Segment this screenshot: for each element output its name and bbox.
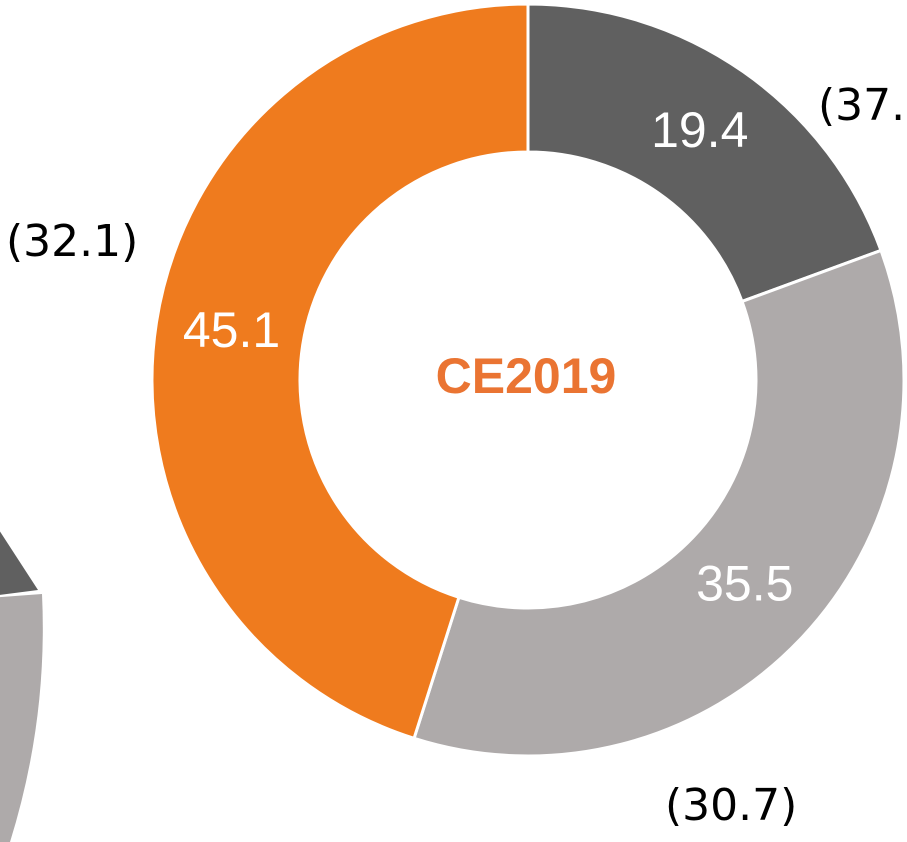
annotation: (32.1) xyxy=(6,216,138,267)
slice-label: 35.5 xyxy=(696,556,793,612)
cropped-donut-part xyxy=(0,531,38,595)
center-label: CE2019 xyxy=(436,348,617,404)
slice-label: 19.4 xyxy=(651,102,748,158)
donut-slice xyxy=(412,248,906,758)
slice-label: 45.1 xyxy=(183,302,280,358)
annotation: (30.7) xyxy=(665,780,797,831)
cropped-donut-part xyxy=(0,594,43,842)
donut-slice xyxy=(150,2,530,741)
annotation: (37. xyxy=(818,80,905,131)
donut-slice xyxy=(526,2,883,304)
